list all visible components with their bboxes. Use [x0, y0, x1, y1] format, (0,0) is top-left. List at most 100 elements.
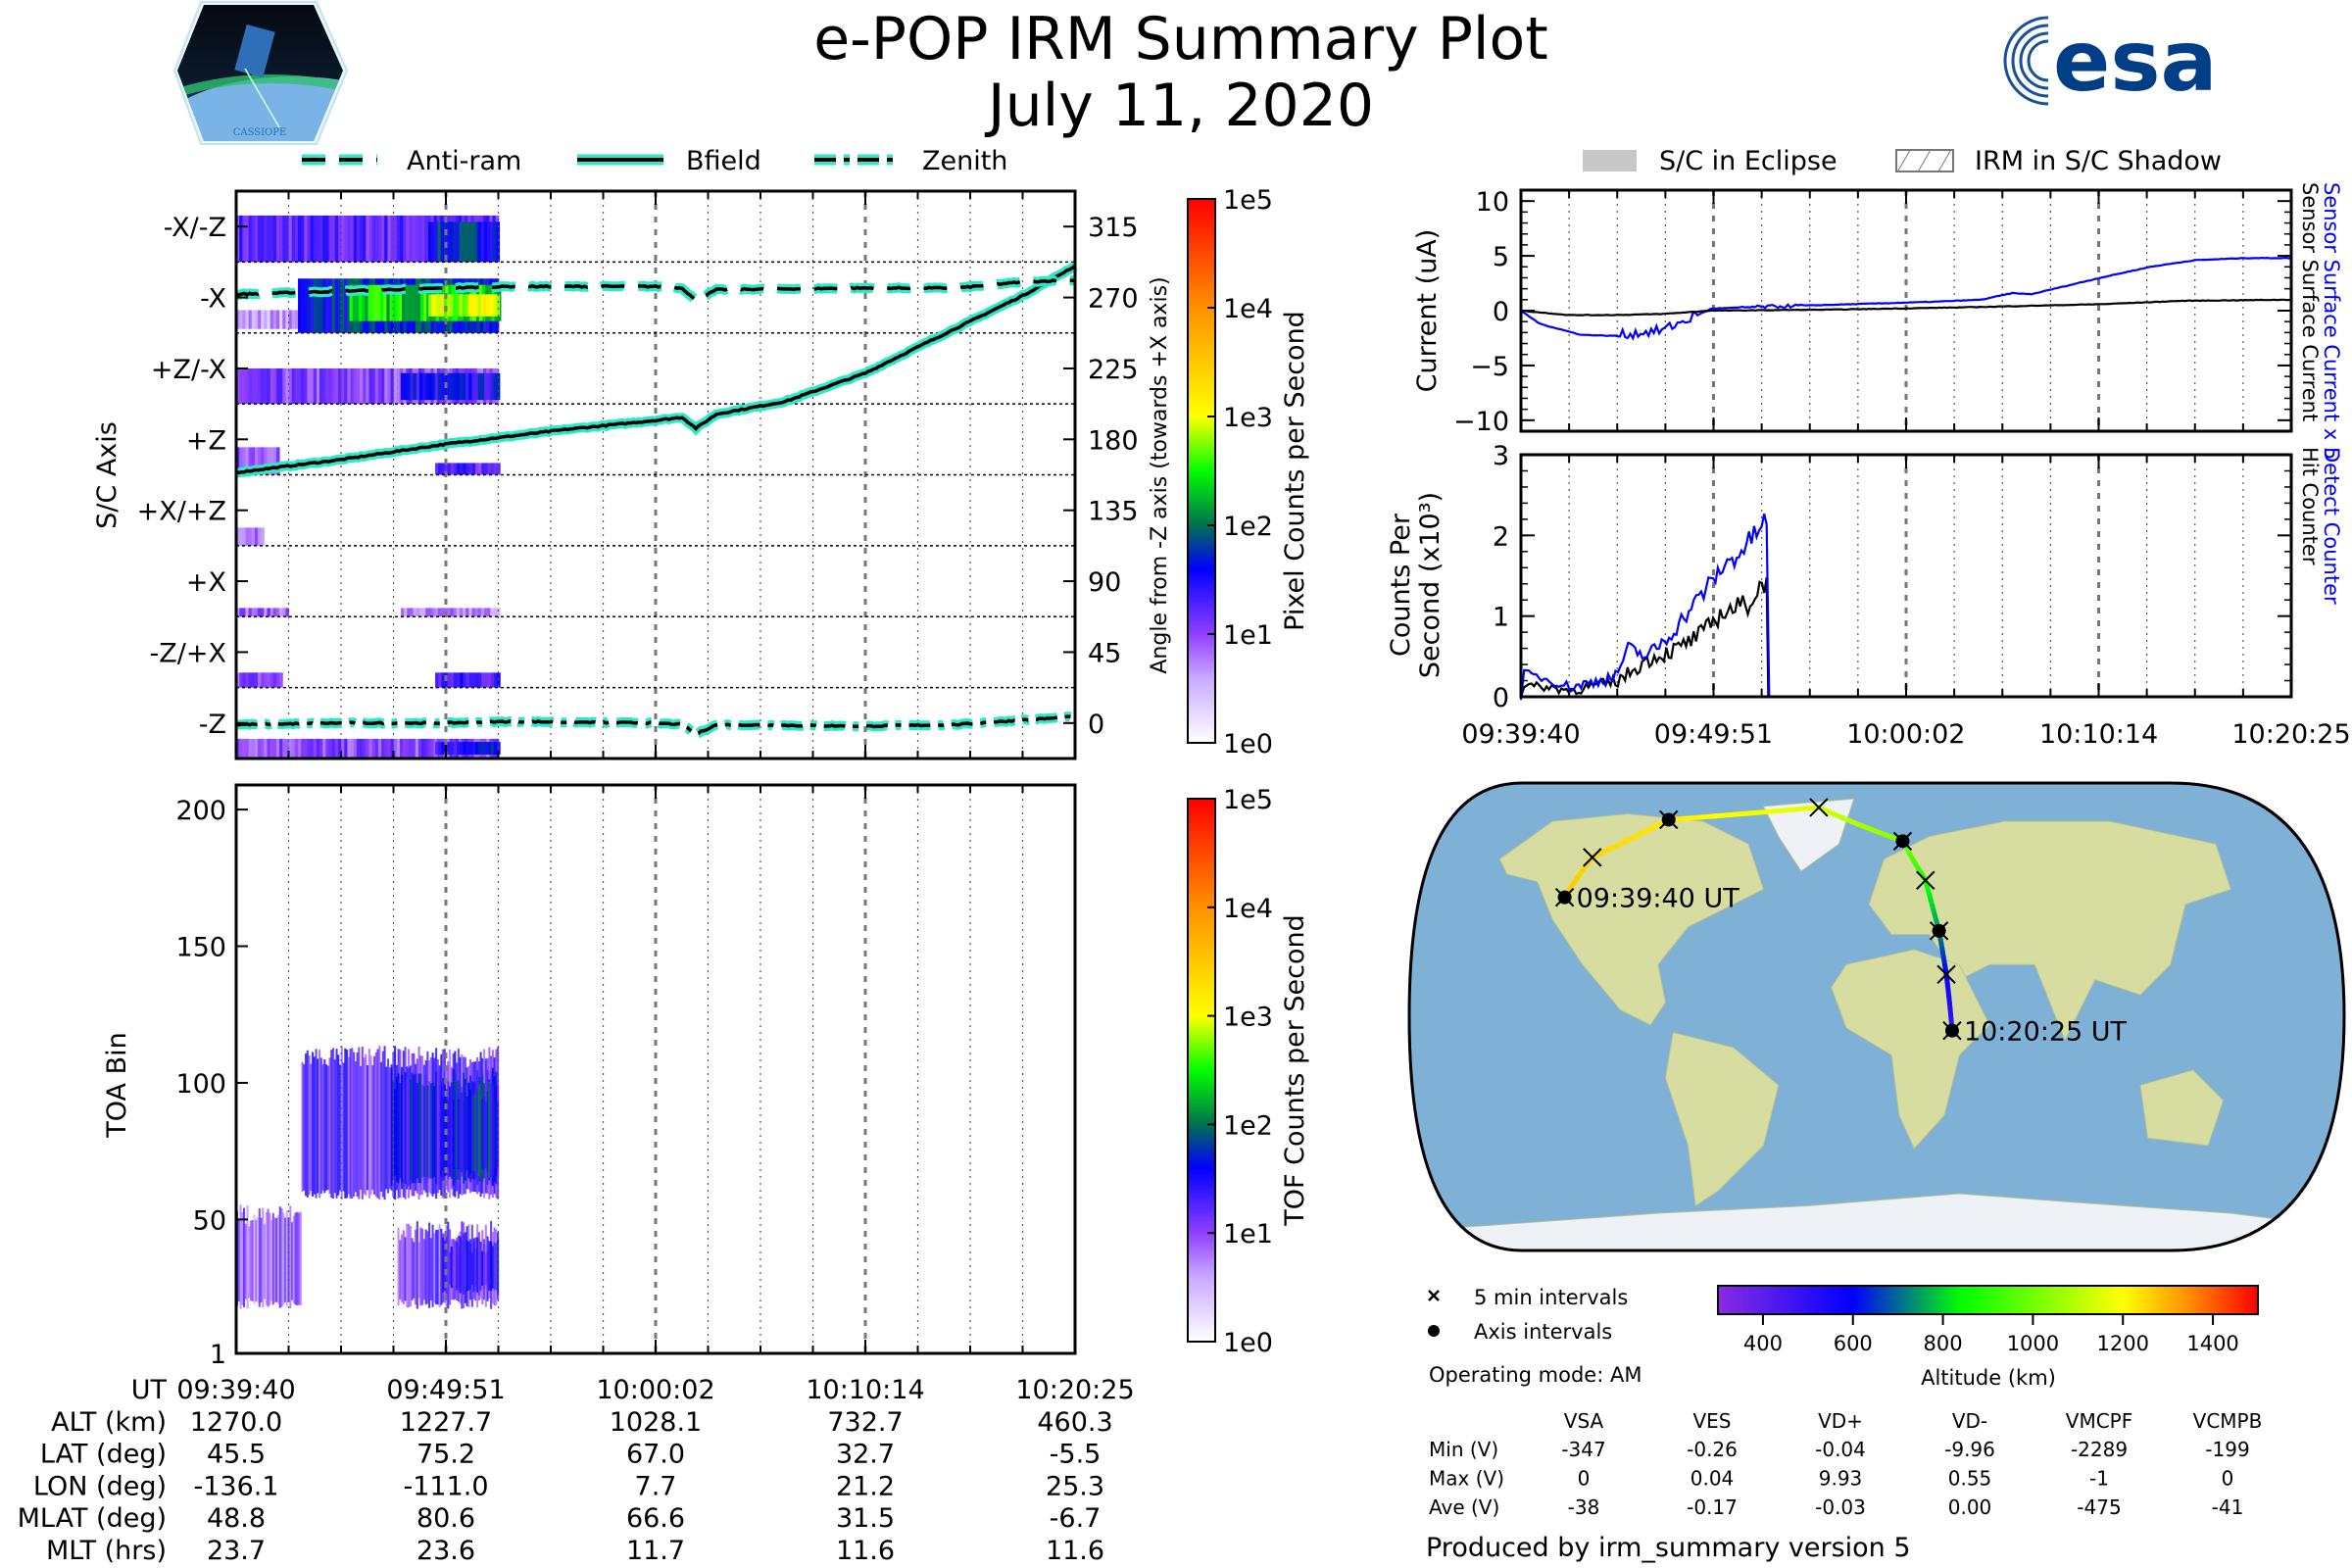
spectrogram-cell — [319, 738, 323, 759]
spectrogram-cell — [472, 1238, 475, 1293]
spectrogram-cell — [468, 672, 473, 688]
spectrogram-cell — [411, 1072, 414, 1184]
spectrogram-cell — [380, 1061, 383, 1192]
spectrogram-cell — [258, 368, 262, 405]
spectrogram-cell — [251, 738, 256, 759]
spectrogram-cell — [270, 368, 274, 405]
orbit-track-segment — [1727, 810, 1748, 817]
spectrogram-cell — [301, 1061, 304, 1192]
spectrogram-cell — [322, 215, 326, 263]
spectrogram-cell — [424, 215, 428, 263]
y-tick-label: 50 — [193, 1205, 226, 1236]
spectrogram-cell — [450, 372, 455, 401]
spectrogram-cell — [434, 372, 439, 401]
spectrogram-cell — [239, 368, 243, 405]
spectrogram-cell — [275, 608, 280, 617]
spectrogram-cell — [325, 738, 330, 759]
y-tick-label: 100 — [175, 1069, 226, 1100]
spectrogram-cell — [251, 1219, 254, 1301]
orbit-map: 09:39:40 UT 10:20:25 UT — [1407, 781, 2346, 1252]
spectrogram-cell — [430, 738, 435, 759]
spectrogram-cell — [267, 447, 271, 475]
spectrogram-cell — [313, 1056, 316, 1195]
spectrogram-cell — [258, 215, 262, 263]
spectrogram-cell — [463, 1102, 466, 1168]
ephemeris-value: 66.6 — [626, 1503, 685, 1534]
spectrogram-cell — [456, 608, 461, 617]
spectrogram-cell — [347, 1056, 350, 1195]
spectrogram-cell — [397, 1073, 400, 1184]
continents — [1446, 798, 2344, 1250]
spectrogram-cell — [261, 447, 265, 475]
axes-frame — [1519, 453, 2293, 699]
spectrogram-cell — [254, 527, 259, 546]
spectrogram-cell — [310, 368, 315, 405]
spectrogram-cell — [328, 738, 333, 759]
spectrogram-cell — [397, 1227, 400, 1306]
spectrogram-cell — [334, 738, 339, 759]
spectrogram-cell — [328, 1057, 331, 1195]
x-tick-label: 09:39:40 — [1461, 719, 1580, 750]
spectrogram-cell — [428, 372, 433, 401]
spectrogram-cell — [463, 672, 467, 688]
spectrogram-cell — [450, 608, 455, 617]
spectrogram-cell — [466, 1096, 468, 1171]
spectrogram-cell — [493, 1101, 496, 1169]
spectrogram-cell — [462, 294, 466, 317]
spectrogram-cell — [464, 1250, 466, 1287]
ephemeris-value: 460.3 — [1037, 1407, 1112, 1438]
spectrogram-cell — [370, 284, 375, 321]
pixel-spectrogram-panel: -X/-Z 315 -X 270 +Z/-X 225 +Z 180 +X/+Z 135 +X 90 -Z… — [92, 185, 1310, 760]
spectrogram-cell — [393, 368, 398, 405]
spectrogram-cell — [444, 463, 449, 475]
spectrogram-cell — [453, 742, 458, 755]
spectrogram-cell — [447, 608, 451, 617]
spectrogram-cell — [421, 1084, 424, 1178]
spectrogram-cell — [374, 1052, 377, 1197]
spectrogram-cell — [310, 278, 315, 333]
ephemeris-value: 09:49:51 — [386, 1375, 505, 1405]
spectrogram-cell — [237, 1219, 240, 1302]
spectrogram-cell — [476, 1237, 479, 1293]
spectrogram-cell — [285, 215, 290, 263]
spectrogram-cell — [304, 215, 308, 263]
spectrogram-cell — [245, 310, 250, 329]
spectrogram-cell — [279, 738, 283, 759]
spectrogram-cell — [251, 672, 256, 688]
spectrogram-cell — [310, 1063, 313, 1192]
spectrogram-cell — [360, 215, 364, 263]
spectrogram-cell — [304, 368, 308, 405]
voltage-value: 0.55 — [1948, 1467, 1992, 1491]
spectrogram-cell — [488, 1241, 491, 1292]
ephemeris-value: -5.5 — [1050, 1440, 1102, 1470]
spectrogram-cell — [463, 608, 466, 617]
spectrogram-cell — [457, 742, 461, 755]
y-tick-label: 2 — [1493, 521, 1509, 552]
spectrogram-cell — [242, 447, 246, 475]
spectrogram-cell — [449, 1251, 452, 1286]
five-min-marker — [1936, 964, 1956, 985]
y2-tick-label: 315 — [1088, 213, 1139, 243]
colorbar — [1187, 798, 1216, 1343]
spectrogram-cell — [471, 372, 476, 401]
spectrogram-cell — [275, 447, 280, 475]
ephemeris-row-label: UT — [131, 1375, 168, 1405]
altitude-tick-label: 1400 — [2186, 1332, 2238, 1355]
spectrogram-cell — [403, 738, 407, 759]
spectrogram-cell — [269, 1212, 271, 1305]
x-tick-label: 10:00:02 — [1846, 719, 1965, 750]
spectrogram-cell — [467, 1082, 470, 1178]
spectrogram-cell — [456, 372, 461, 401]
spectrogram-cell — [431, 372, 436, 401]
legend-antiram-label: Anti-ram — [407, 146, 521, 176]
spectrogram-cell — [487, 372, 491, 401]
ephemeris-row-label: ALT (km) — [51, 1407, 167, 1438]
legend-eclipse-label: S/C in Eclipse — [1659, 146, 1838, 176]
spectrogram-cell — [475, 463, 479, 475]
spectrogram-cell — [474, 372, 479, 401]
spectrogram-cell — [258, 447, 262, 475]
spectrogram-cell — [275, 215, 280, 263]
spectrogram-cell — [450, 1102, 453, 1167]
spectrogram-cell — [298, 738, 302, 759]
spectrogram-cell — [496, 608, 501, 617]
